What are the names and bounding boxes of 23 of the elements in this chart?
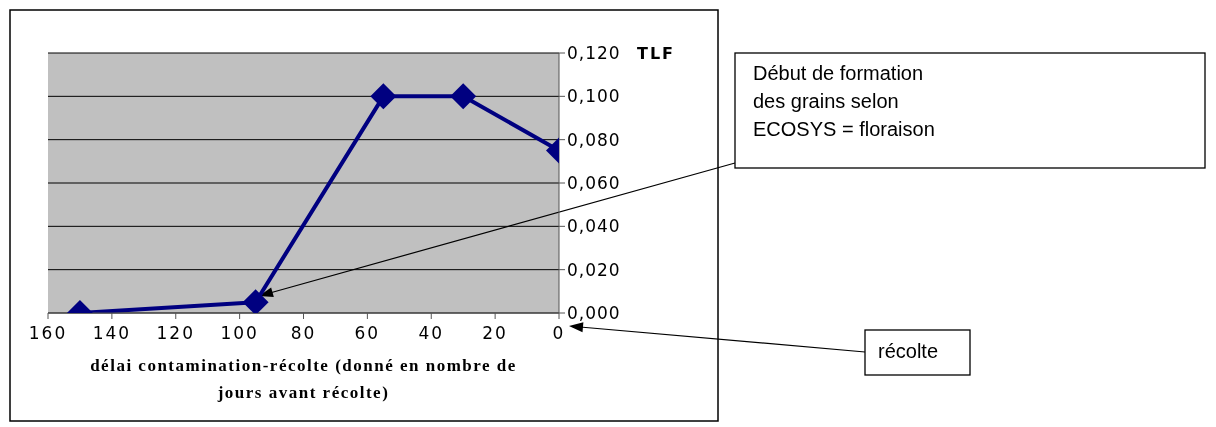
x-tick-label: 60 xyxy=(354,323,381,344)
text: récolte xyxy=(878,340,939,362)
y-tick-label: 0,060 xyxy=(567,173,621,194)
y-tick-label: 0,120 xyxy=(567,43,621,64)
x-tick-label: 100 xyxy=(220,323,259,344)
point xyxy=(450,83,477,110)
y-tick-label: 0,100 xyxy=(567,86,621,107)
x-tick-label: 20 xyxy=(482,323,508,344)
y-tick-label: 0,020 xyxy=(567,259,621,280)
y-tick-label: 0,080 xyxy=(567,129,621,150)
y-axis-title: TLF xyxy=(637,44,676,63)
x-tick-label: 120 xyxy=(156,323,195,344)
x-axis-title: délai contamination-récolte (donné en nombre de jours avant récolte) xyxy=(90,356,517,402)
x-tick-label: 0 xyxy=(552,323,566,344)
point xyxy=(242,289,269,313)
x-tick-label: 80 xyxy=(290,323,317,344)
y-tick-label: 0,000 xyxy=(567,303,621,324)
x-tick-label: 40 xyxy=(418,323,445,344)
x-tick-label: 140 xyxy=(92,323,132,344)
text: Début de formation des grains selon ECOSYS = floraison xyxy=(753,62,935,140)
x-tick-label: 160 xyxy=(28,323,68,344)
point xyxy=(370,83,397,110)
y-tick-label: 0,040 xyxy=(567,216,621,237)
